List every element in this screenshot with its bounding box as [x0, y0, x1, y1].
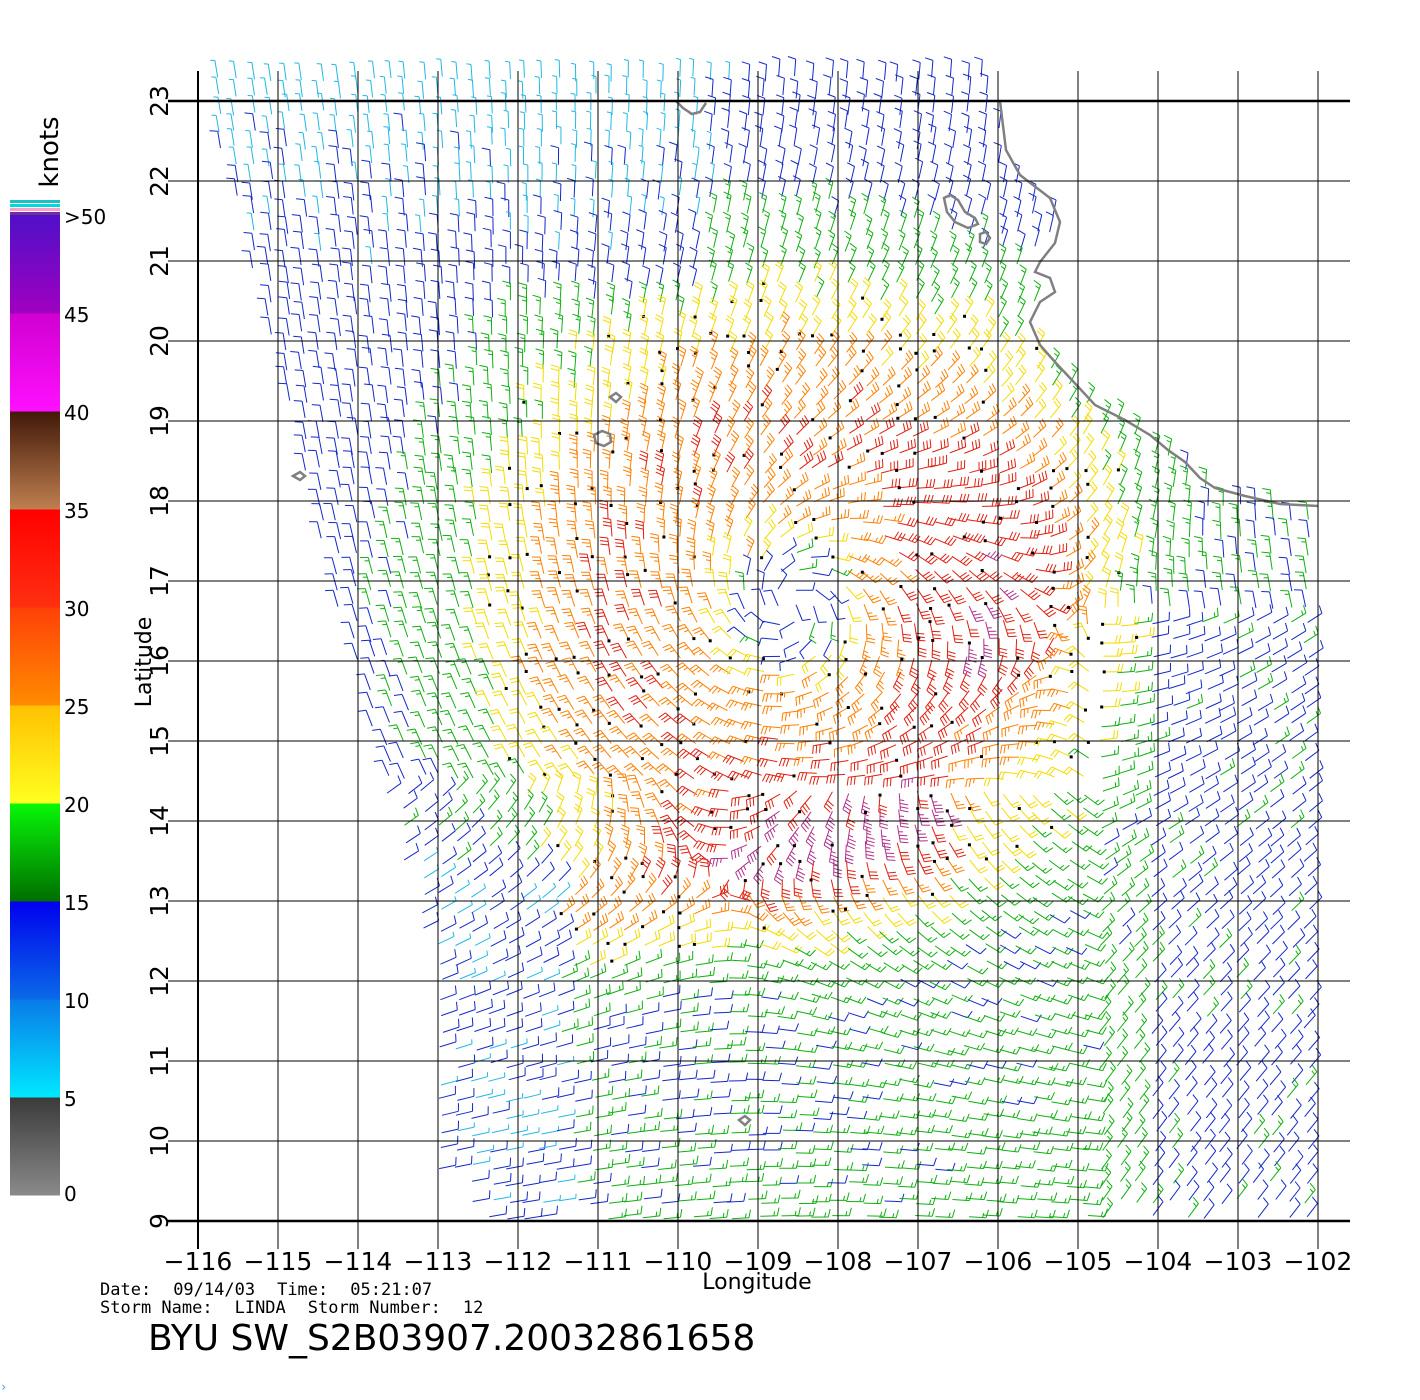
colorbar-unit-label: knots	[35, 116, 65, 187]
colorbar-overflow-swatch	[10, 212, 60, 215]
colorbar-band	[10, 1097, 60, 1196]
y-tick-label: 10	[145, 1125, 174, 1157]
date-label: Date:	[100, 1280, 152, 1300]
time-value: 05:21:07	[350, 1280, 433, 1300]
x-tick-label: −111	[564, 1247, 633, 1276]
colorbar-band	[10, 803, 60, 902]
date-value: 09/14/03	[173, 1280, 256, 1300]
clipperton-island	[736, 1114, 752, 1127]
corner-mark: ›	[0, 1380, 8, 1394]
y-tick-label: 22	[145, 165, 174, 197]
x-tick-label: −104	[1124, 1247, 1193, 1276]
storm-number-value: 12	[462, 1298, 484, 1318]
y-tick-label: 17	[145, 565, 174, 597]
colorbar-tick-label: 0	[64, 1182, 77, 1206]
speed-colorbar: 0 5 10 15 20 25 30 35 40 45 >50 knots	[10, 116, 106, 1206]
mexico-coastline	[675, 100, 1319, 508]
wind-barb-field	[209, 56, 1324, 1220]
x-tick-label: −105	[1044, 1247, 1113, 1276]
x-tick-label: −110	[644, 1247, 713, 1276]
y-tick-label: 16	[145, 645, 174, 677]
y-tick-label: 15	[145, 725, 174, 757]
colorbar-overflow-swatch	[10, 204, 60, 207]
x-tick-label: −112	[484, 1247, 553, 1276]
colorbar-tick-label: 30	[64, 597, 89, 621]
colorbar-band	[10, 215, 60, 314]
colorbar-tick-label: 40	[64, 401, 89, 425]
date-time-line: Date: 09/14/03 Time: 05:21:07	[100, 1280, 454, 1300]
y-tick-label: 12	[145, 965, 174, 997]
tres-marias-islands	[942, 193, 992, 246]
x-tick-label: −102	[1284, 1247, 1353, 1276]
colorbar-band	[10, 411, 60, 510]
clarion-island	[290, 470, 308, 482]
y-tick-label: 19	[145, 405, 174, 437]
colorbar-tick-label: 20	[64, 793, 89, 817]
x-axis-label: Longitude	[702, 1270, 811, 1295]
colorbar-tick-label: 10	[64, 989, 89, 1013]
y-tick-label: 14	[145, 805, 174, 837]
colorbar-tick-label: 45	[64, 303, 89, 327]
colorbar-tick-label: 5	[64, 1087, 77, 1111]
file-title: BYU SW_S2B03907.20032861658	[148, 1318, 756, 1359]
coastline	[290, 100, 1319, 1127]
colorbar-tick-label: >50	[64, 205, 106, 229]
colorbar-band	[10, 999, 60, 1098]
x-tick-label: −108	[804, 1247, 873, 1276]
storm-name-value: LINDA	[234, 1298, 286, 1318]
y-tick-label: 9	[145, 1213, 174, 1229]
y-tick-label: 18	[145, 485, 174, 517]
colorbar-tick-label: 35	[64, 499, 89, 523]
san-benedicto-island	[607, 391, 623, 404]
colorbar-band	[10, 607, 60, 706]
time-label: Time:	[277, 1280, 329, 1300]
y-tick-label: 11	[145, 1045, 174, 1077]
x-tick-label: −109	[724, 1247, 793, 1276]
x-tick-label: −106	[964, 1247, 1033, 1276]
storm-name-label: Storm Name:	[100, 1298, 213, 1318]
colorbar-tick-label: 15	[64, 891, 89, 915]
lat-lon-grid	[168, 71, 1350, 1249]
storm-line: Storm Name: LINDA Storm Number: 12	[100, 1298, 505, 1318]
colorbar-overflow-swatch	[10, 200, 60, 203]
y-tick-label: 20	[145, 325, 174, 357]
colorbar-band	[10, 313, 60, 412]
x-tick-label: −107	[884, 1247, 953, 1276]
socorro-island	[592, 429, 613, 448]
colorbar-tick-label: 25	[64, 695, 89, 719]
y-tick-label: 23	[145, 85, 174, 117]
x-tick-label: −103	[1204, 1247, 1273, 1276]
storm-number-label: Storm Number:	[307, 1298, 441, 1318]
colorbar-overflow-swatch	[10, 208, 60, 211]
x-tick-label: −116	[164, 1247, 233, 1276]
x-tick-label: −114	[324, 1247, 393, 1276]
colorbar-band	[10, 901, 60, 1000]
colorbar-band	[10, 509, 60, 608]
axes: −116 −115 −114 −113 −112 −111 −110 −109 −108 −107…	[132, 85, 1352, 1295]
y-tick-label: 21	[145, 245, 174, 277]
colorbar-band	[10, 705, 60, 804]
x-tick-label: −115	[244, 1247, 313, 1276]
x-tick-label: −113	[404, 1247, 473, 1276]
y-tick-label: 13	[145, 885, 174, 917]
y-axis-label: Latitude	[132, 617, 157, 708]
